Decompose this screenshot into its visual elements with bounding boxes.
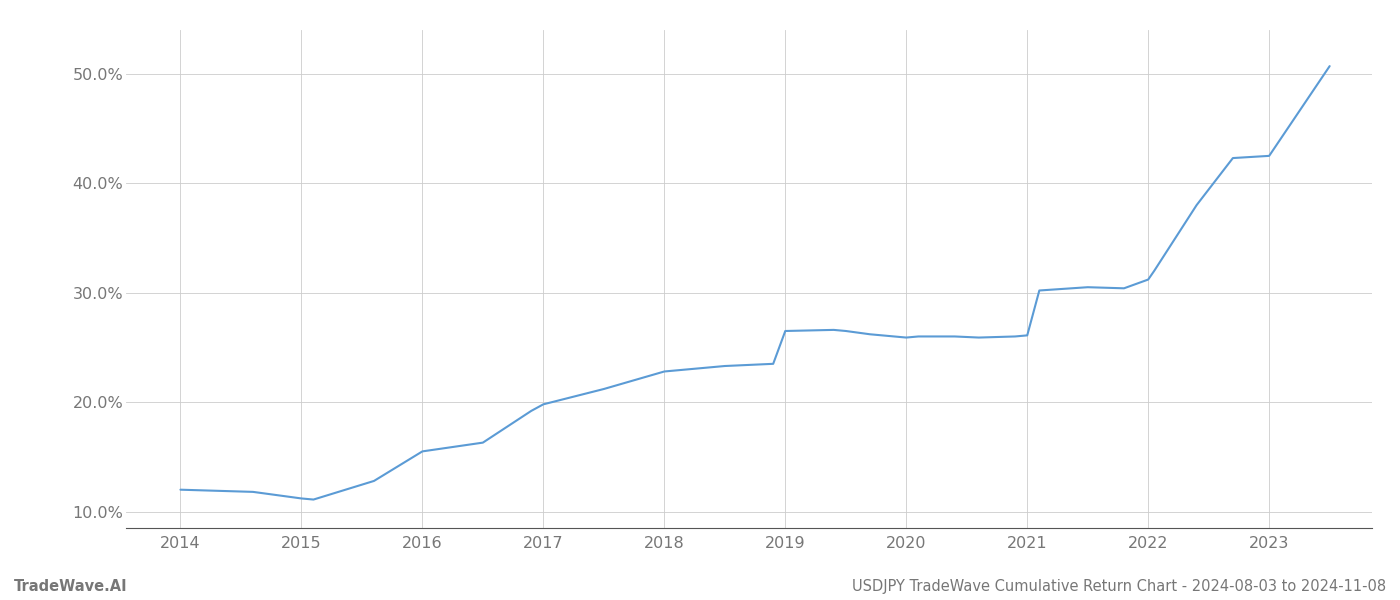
Text: TradeWave.AI: TradeWave.AI bbox=[14, 579, 127, 594]
Text: USDJPY TradeWave Cumulative Return Chart - 2024-08-03 to 2024-11-08: USDJPY TradeWave Cumulative Return Chart… bbox=[851, 579, 1386, 594]
